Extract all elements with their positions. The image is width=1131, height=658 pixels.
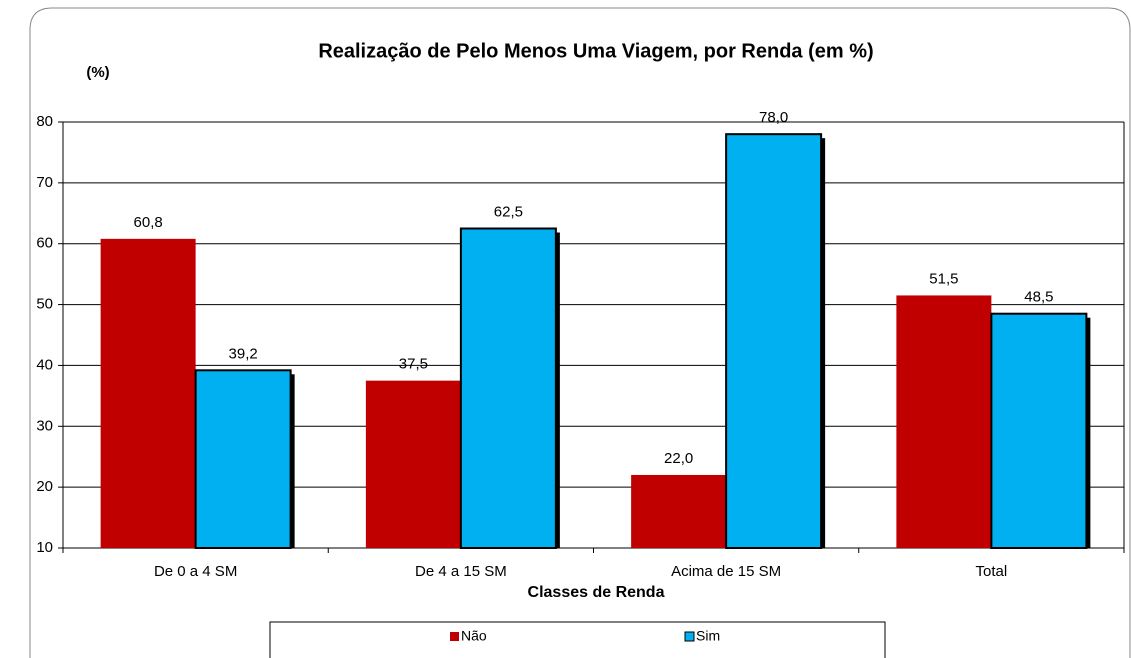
y-tick-label: 20 (36, 478, 53, 495)
value-label: 22,0 (664, 450, 693, 467)
legend-swatch (684, 631, 695, 642)
value-label: 48,5 (1024, 289, 1053, 306)
bar (459, 227, 557, 549)
chart-border (29, 7, 1131, 658)
legend-box (269, 621, 886, 658)
y-axis-label: (%) (86, 64, 109, 81)
x-tick-label: De 0 a 4 SM (154, 563, 237, 580)
x-tick-label: De 4 a 15 SM (415, 563, 507, 580)
y-tick-label: 80 (36, 113, 53, 130)
bar (725, 133, 823, 550)
x-tick-label: Total (976, 563, 1008, 580)
y-tick-label: 50 (36, 296, 53, 313)
legend-swatch (450, 632, 459, 641)
value-label: 62,5 (494, 203, 523, 220)
y-tick-label: 70 (36, 174, 53, 191)
bar (631, 474, 727, 548)
legend-label: Não (461, 628, 487, 644)
value-label: 37,5 (399, 356, 428, 373)
bar (194, 369, 292, 549)
value-label: 39,2 (229, 345, 258, 362)
y-tick-label: 40 (36, 356, 53, 373)
legend-label: Sim (696, 628, 720, 644)
bar (896, 295, 992, 548)
x-tick-label: Acima de 15 SM (671, 563, 781, 580)
value-label: 78,0 (759, 109, 788, 126)
chart-title: Realização de Pelo Menos Uma Viagem, por… (318, 40, 873, 62)
value-label: 60,8 (134, 214, 163, 231)
bar (990, 312, 1088, 550)
y-tick-label: 10 (36, 539, 53, 556)
bar (100, 238, 196, 549)
y-tick-label: 30 (36, 417, 53, 434)
bar (365, 380, 461, 548)
value-label: 51,5 (929, 270, 958, 287)
y-tick-label: 60 (36, 235, 53, 252)
x-axis-label: Classes de Renda (528, 584, 665, 601)
